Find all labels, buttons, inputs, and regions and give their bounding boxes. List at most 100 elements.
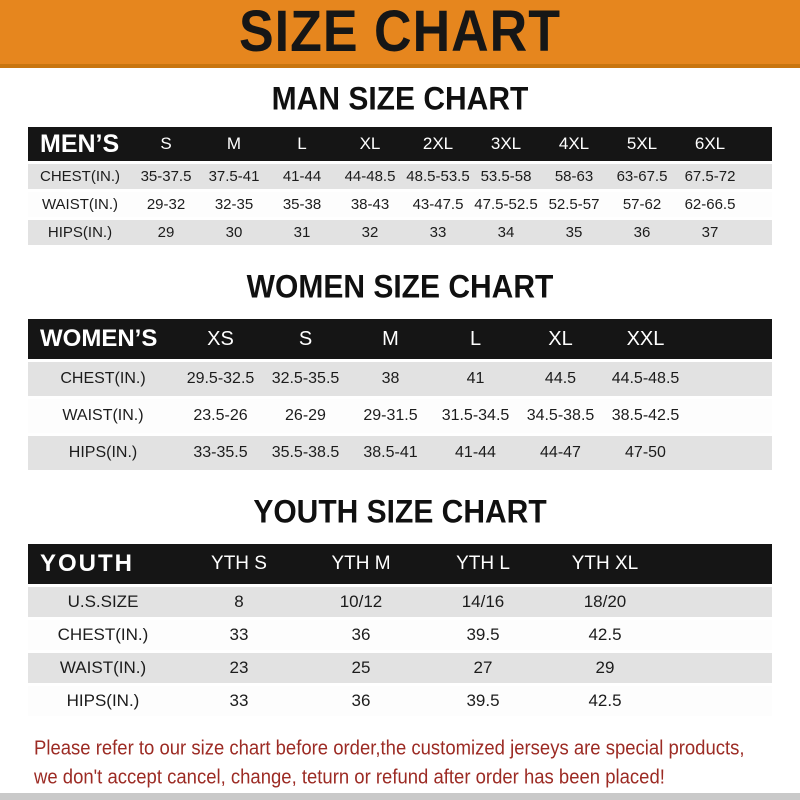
value-cell: 39.5: [422, 620, 544, 653]
value-cell: 37: [676, 220, 744, 248]
value-cell: 48.5-53.5: [404, 164, 472, 192]
row-label: CHEST(IN.): [28, 164, 132, 192]
value-cell: 34.5-38.5: [518, 399, 603, 436]
footer-notice: Please refer to our size chart before or…: [34, 733, 800, 791]
value-cell: 38-43: [336, 192, 404, 220]
column-header: XL: [518, 319, 603, 362]
value-cell: 10/12: [300, 587, 422, 620]
row-label: HIPS(IN.): [28, 220, 132, 248]
value-cell: 58-63: [540, 164, 608, 192]
spacer-cell: [688, 319, 772, 362]
size-table-youth: YOUTH YTH S YTH M YTH L YTH XL U.S.SIZE 8 10/12…: [28, 544, 772, 719]
value-cell: 39.5: [422, 686, 544, 719]
section-title-women: WOMEN SIZE CHART: [246, 269, 554, 306]
row-label: WAIST(IN.): [28, 399, 178, 436]
table-corner-label-women: WOMEN’S: [28, 319, 178, 362]
table-row: U.S.SIZE 8 10/12 14/16 18/20: [28, 587, 772, 620]
section-title-man: MAN SIZE CHART: [271, 81, 529, 118]
value-cell: 23: [178, 653, 300, 686]
spacer-cell: [666, 686, 772, 719]
column-header: YTH M: [300, 544, 422, 587]
value-cell: 47-50: [603, 436, 688, 473]
table-corner-label-youth: YOUTH: [28, 544, 178, 587]
value-cell: 47.5-52.5: [472, 192, 540, 220]
value-cell: 32: [336, 220, 404, 248]
value-cell: 29-31.5: [348, 399, 433, 436]
bottom-strip: [0, 793, 800, 800]
value-cell: 33-35.5: [178, 436, 263, 473]
table-row: CHEST(IN.) 33 36 39.5 42.5: [28, 620, 772, 653]
table-row: HIPS(IN.) 33 36 39.5 42.5: [28, 686, 772, 719]
value-cell: 32-35: [200, 192, 268, 220]
value-cell: 35-37.5: [132, 164, 200, 192]
value-cell: 29.5-32.5: [178, 362, 263, 399]
section-man: MAN SIZE CHART MEN’S S M L XL 2XL 3XL 4XL 5XL 6XL C…: [0, 81, 800, 248]
charts-container: MAN SIZE CHART MEN’S S M L XL 2XL 3XL 4XL 5XL 6XL C…: [0, 81, 800, 719]
value-cell: 44-47: [518, 436, 603, 473]
value-cell: 42.5: [544, 620, 666, 653]
page-title: SIZE CHART: [239, 0, 561, 65]
column-header: YTH S: [178, 544, 300, 587]
value-cell: 53.5-58: [472, 164, 540, 192]
value-cell: 33: [404, 220, 472, 248]
column-header: M: [200, 127, 268, 164]
value-cell: 8: [178, 587, 300, 620]
size-table-man: MEN’S S M L XL 2XL 3XL 4XL 5XL 6XL CHEST(IN.) 35-37…: [28, 127, 772, 248]
spacer-cell: [666, 620, 772, 653]
spacer-cell: [666, 544, 772, 587]
column-header: 5XL: [608, 127, 676, 164]
value-cell: 63-67.5: [608, 164, 676, 192]
column-header: XL: [336, 127, 404, 164]
value-cell: 44-48.5: [336, 164, 404, 192]
value-cell: 52.5-57: [540, 192, 608, 220]
value-cell: 44.5: [518, 362, 603, 399]
value-cell: 33: [178, 686, 300, 719]
row-label: WAIST(IN.): [28, 192, 132, 220]
value-cell: 23.5-26: [178, 399, 263, 436]
header-row: MEN’S S M L XL 2XL 3XL 4XL 5XL 6XL: [28, 127, 772, 164]
table-row: WAIST(IN.) 29-32 32-35 35-38 38-43 43-47.5 47.…: [28, 192, 772, 220]
table-row: WAIST(IN.) 23.5-26 26-29 29-31.5 31.5-34.5 34…: [28, 399, 772, 436]
column-header: 3XL: [472, 127, 540, 164]
value-cell: 32.5-35.5: [263, 362, 348, 399]
value-cell: 33: [178, 620, 300, 653]
column-header: M: [348, 319, 433, 362]
value-cell: 29: [544, 653, 666, 686]
table-row: CHEST(IN.) 35-37.5 37.5-41 41-44 44-48.5 48.5…: [28, 164, 772, 192]
spacer-cell: [744, 164, 772, 192]
value-cell: 14/16: [422, 587, 544, 620]
value-cell: 29: [132, 220, 200, 248]
value-cell: 29-32: [132, 192, 200, 220]
table-row: CHEST(IN.) 29.5-32.5 32.5-35.5 38 41 44.5 44.5…: [28, 362, 772, 399]
column-header: XS: [178, 319, 263, 362]
spacer-cell: [744, 192, 772, 220]
column-header: 6XL: [676, 127, 744, 164]
spacer-cell: [744, 220, 772, 248]
column-header: YTH XL: [544, 544, 666, 587]
column-header: S: [132, 127, 200, 164]
value-cell: 41: [433, 362, 518, 399]
value-cell: 37.5-41: [200, 164, 268, 192]
table-row: HIPS(IN.) 33-35.5 35.5-38.5 38.5-41 41-44 44-…: [28, 436, 772, 473]
value-cell: 38: [348, 362, 433, 399]
value-cell: 35: [540, 220, 608, 248]
value-cell: 31: [268, 220, 336, 248]
notice-line-2: we don't accept cancel, change, teturn o…: [34, 764, 665, 789]
spacer-cell: [666, 587, 772, 620]
row-label: WAIST(IN.): [28, 653, 178, 686]
value-cell: 18/20: [544, 587, 666, 620]
value-cell: 35.5-38.5: [263, 436, 348, 473]
row-label: HIPS(IN.): [28, 436, 178, 473]
value-cell: 27: [422, 653, 544, 686]
column-header: YTH L: [422, 544, 544, 587]
value-cell: 41-44: [433, 436, 518, 473]
header-row: WOMEN’S XS S M L XL XXL: [28, 319, 772, 362]
value-cell: 62-66.5: [676, 192, 744, 220]
value-cell: 35-38: [268, 192, 336, 220]
section-women: WOMEN SIZE CHART WOMEN’S XS S M L XL XXL CHEST(I…: [0, 269, 800, 473]
value-cell: 36: [608, 220, 676, 248]
section-title-youth: YOUTH SIZE CHART: [253, 494, 547, 531]
row-label: CHEST(IN.): [28, 620, 178, 653]
column-header: 2XL: [404, 127, 472, 164]
spacer-cell: [688, 399, 772, 436]
